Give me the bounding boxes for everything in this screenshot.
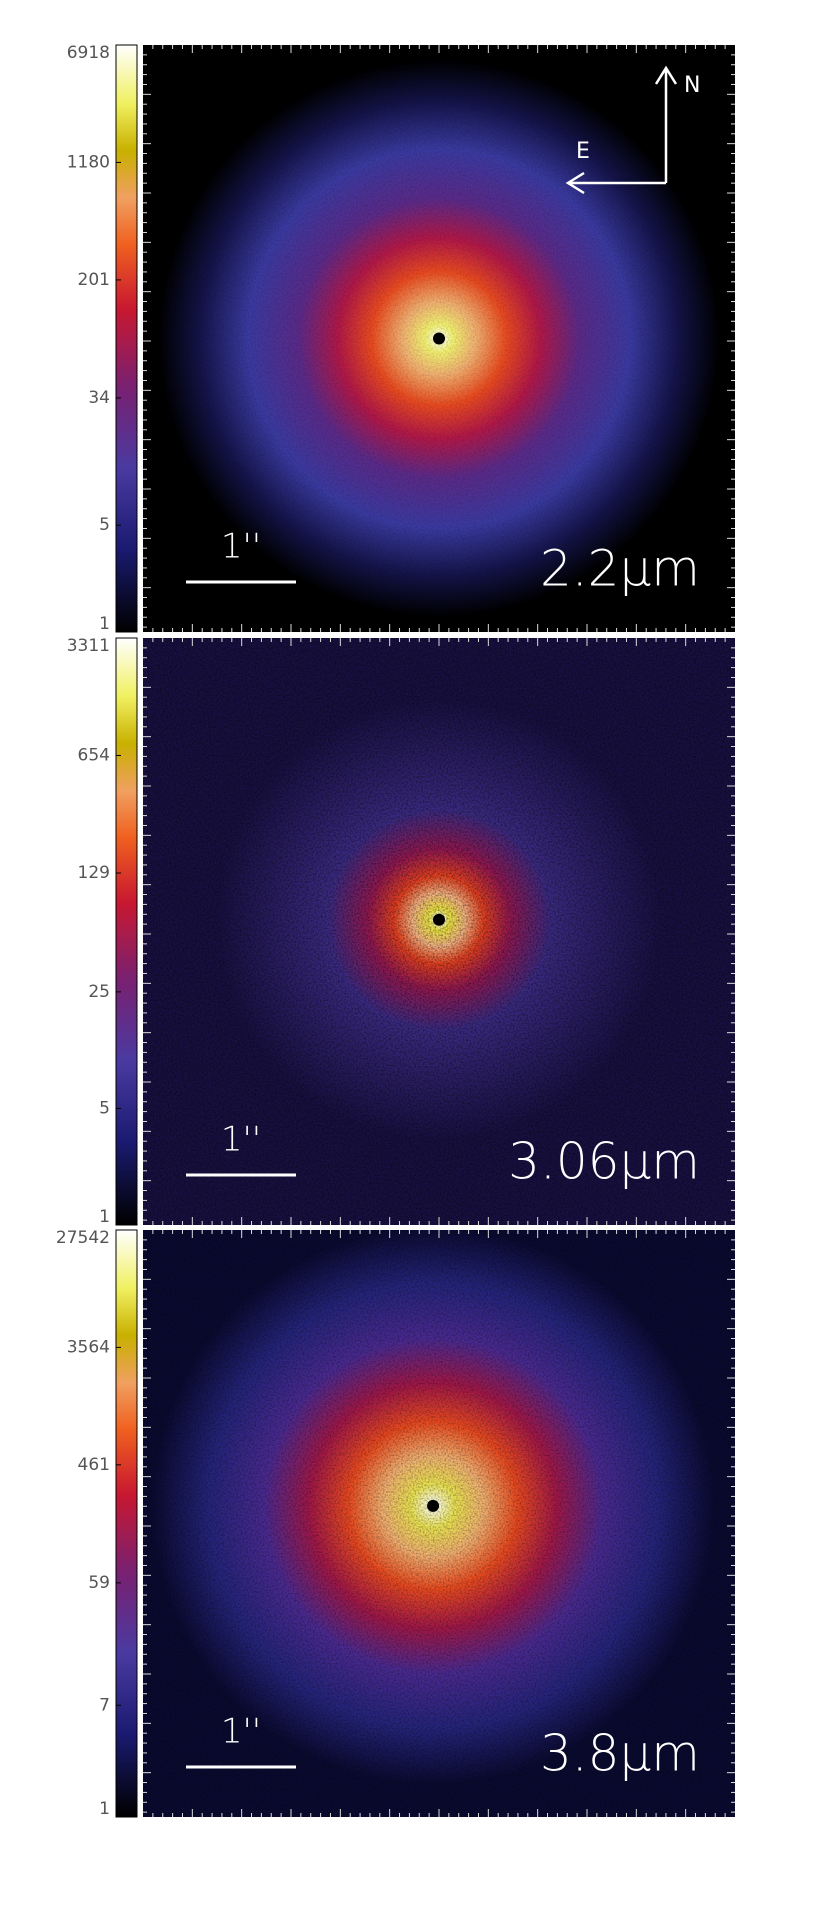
colorbar-tick-label: 6918 xyxy=(67,43,110,63)
compass-east: E xyxy=(576,139,590,164)
colorbar-tick-label: 25 xyxy=(88,982,110,1002)
scale-bar-label: 1'' xyxy=(221,1120,261,1160)
core xyxy=(433,913,445,926)
colorbar-tick-label: 34 xyxy=(88,388,110,408)
colorbar-tick-label: 654 xyxy=(78,745,110,765)
colorbar-tick-label: 461 xyxy=(78,1455,110,1475)
scale-bar-label: 1'' xyxy=(221,527,261,567)
colorbar-tick-label: 129 xyxy=(78,863,110,883)
colorbar-tick-label: 3564 xyxy=(67,1337,110,1357)
colorbar xyxy=(115,637,138,1226)
colorbar-tick-label: 1180 xyxy=(67,152,110,172)
compass-north: N xyxy=(684,73,700,98)
colorbar xyxy=(115,1229,138,1818)
colorbar-tick-label: 201 xyxy=(78,270,110,290)
wavelength-label: 3.8μm xyxy=(540,1725,700,1783)
colorbar-tick-label: 5 xyxy=(99,1098,110,1118)
noise xyxy=(143,638,735,1225)
colorbar-tick-label: 5 xyxy=(99,515,110,535)
colorbar-tick-label: 3311 xyxy=(67,636,110,656)
wavelength-label: 3.06μm xyxy=(508,1133,700,1191)
wavelength-label: 2.2μm xyxy=(540,540,700,598)
colorbar-tick-label: 27542 xyxy=(56,1228,110,1248)
colorbar-tick-label: 1 xyxy=(99,1799,110,1819)
colorbar xyxy=(115,44,138,633)
colorbar-tick-label: 59 xyxy=(88,1573,110,1593)
colorbar-tick-label: 1 xyxy=(99,1207,110,1227)
compass xyxy=(565,65,678,195)
core xyxy=(427,1499,440,1512)
colorbar-tick-label: 1 xyxy=(99,614,110,634)
noise xyxy=(143,1230,735,1817)
scale-bar-label: 1'' xyxy=(221,1712,261,1752)
colorbar-tick-label: 7 xyxy=(99,1695,110,1715)
core xyxy=(433,332,445,345)
